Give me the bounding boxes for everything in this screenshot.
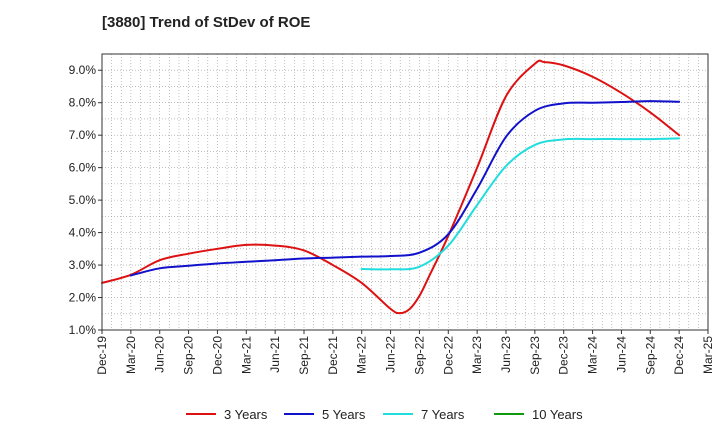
x-tick-label: Mar-24: [586, 336, 600, 374]
series-lines: [101, 59, 681, 315]
x-tick-label: Mar-20: [124, 336, 138, 374]
legend-label: 5 Years: [322, 407, 366, 422]
x-tick-label: Mar-21: [239, 336, 253, 374]
x-tick-label: Dec-24: [672, 336, 686, 375]
x-tick-label: Jun-24: [614, 336, 628, 373]
x-tick-label: Jun-20: [153, 336, 167, 373]
y-tick-label: 6.0%: [69, 161, 97, 175]
series-line-3-years: [101, 59, 681, 315]
y-tick-label: 2.0%: [69, 291, 97, 305]
x-tick-label: Dec-23: [557, 336, 571, 375]
x-tick-label: Jun-21: [268, 336, 282, 373]
y-tick-label: 5.0%: [69, 193, 97, 207]
legend-label: 7 Years: [421, 407, 465, 422]
x-tick-label: Mar-23: [470, 336, 484, 374]
x-tick-label: Sep-24: [643, 336, 657, 375]
y-tick-label: 3.0%: [69, 258, 97, 272]
x-tick-label: Mar-22: [355, 336, 369, 374]
x-tick-label: Sep-22: [412, 336, 426, 375]
legend-label: 10 Years: [532, 407, 583, 422]
y-axis-ticks: 1.0% 2.0% 3.0% 4.0% 5.0% 6.0% 7.0% 8.0% 9.0%: [69, 63, 102, 337]
x-tick-label: Jun-22: [384, 336, 398, 373]
x-tick-label: Dec-19: [95, 336, 109, 375]
legend-label: 3 Years: [224, 407, 268, 422]
y-tick-label: 9.0%: [69, 63, 97, 77]
x-axis-ticks: Dec-19 Mar-20 Jun-20 Sep-20 Dec-20 Mar-21 Jun-…: [95, 330, 715, 375]
x-tick-label: Sep-20: [182, 336, 196, 375]
x-tick-label: Sep-23: [528, 336, 542, 375]
x-tick-label: Dec-22: [441, 336, 455, 375]
chart-title: [3880] Trend of StDev of ROE: [102, 14, 310, 31]
y-tick-label: 8.0%: [69, 96, 97, 110]
x-tick-label: Dec-21: [326, 336, 340, 375]
plot-border: [101, 53, 709, 331]
legend: 3 Years 5 Years 7 Years 10 Years: [186, 407, 583, 422]
series-line-7-years: [360, 137, 681, 271]
y-tick-label: 7.0%: [69, 128, 97, 142]
x-tick-label: Mar-25: [701, 336, 715, 374]
x-tick-label: Sep-21: [297, 336, 311, 375]
x-tick-label: Dec-20: [210, 336, 224, 375]
grid-lines: [101, 53, 709, 331]
y-tick-label: 1.0%: [69, 323, 97, 337]
series-line-5-years: [129, 100, 681, 277]
y-tick-label: 4.0%: [69, 226, 97, 240]
x-tick-label: Jun-23: [499, 336, 513, 373]
